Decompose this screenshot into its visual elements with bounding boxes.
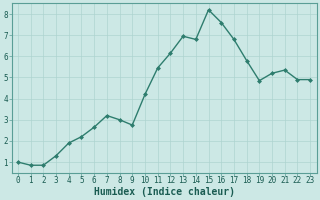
X-axis label: Humidex (Indice chaleur): Humidex (Indice chaleur): [93, 186, 235, 197]
